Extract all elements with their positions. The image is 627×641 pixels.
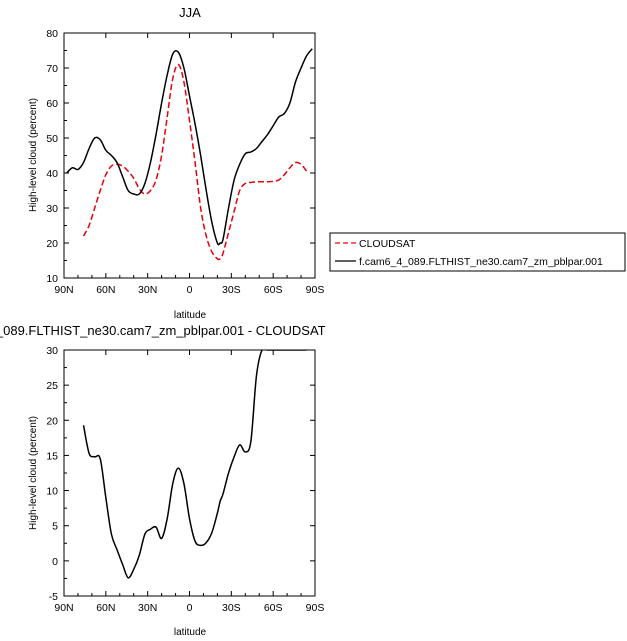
top-chart-y-tick-label: 30 (46, 203, 58, 215)
bottom-chart-y-axis-label: High-level cloud (percent) (28, 416, 39, 530)
bottom-chart-series-line-difference (82, 350, 307, 579)
bottom-chart-x-tick-label: 90N (54, 602, 73, 614)
bottom-chart-y-tick-label: 10 (46, 486, 58, 498)
top-chart-x-tick-label: 30N (138, 284, 157, 296)
legend-label-model: f.cam6_4_089.FLTHIST_ne30.cam7_zm_pblpar… (359, 256, 603, 268)
bottom-chart-y-tick-label: 15 (46, 450, 58, 462)
bottom-chart-x-tick-label: 60N (96, 602, 115, 614)
top-chart-y-tick-label: 50 (46, 133, 58, 145)
bottom-chart-x-tick-label: 30S (222, 602, 241, 614)
top-chart-x-tick-label: 0 (187, 284, 193, 296)
bottom-chart-x-tick-label: 60S (264, 602, 283, 614)
bottom-chart-x-axis-label: latitude (174, 627, 207, 638)
top-chart-series-line-cloudsat (82, 63, 308, 261)
top-chart-panel: JJA High-level cloud (percent) latitude … (28, 5, 324, 321)
top-chart-x-tick-label: 60S (264, 284, 283, 296)
top-chart-x-tick-label: 90N (54, 284, 73, 296)
top-chart-x-axis-label: latitude (174, 310, 207, 321)
bottom-chart-x-tick-label: 90S (306, 602, 325, 614)
bottom-chart-y-tick-label: 20 (46, 415, 58, 427)
bottom-chart-y-tick-label: 5 (52, 521, 58, 533)
top-chart-x-tick-label: 60N (96, 284, 115, 296)
legend-label-cloudsat: CLOUDSAT (359, 238, 416, 250)
bottom-chart-y-tick-label: 30 (46, 345, 58, 357)
bottom-chart-x-tick-label: 0 (187, 602, 193, 614)
bottom-chart-x-tick-label: 30N (138, 602, 157, 614)
top-chart-y-axis-label: High-level cloud (percent) (28, 98, 39, 212)
top-chart-series-line-model (66, 48, 313, 246)
top-chart-legend: CLOUDSAT f.cam6_4_089.FLTHIST_ne30.cam7_… (329, 232, 626, 272)
top-chart-x-tick-label: 90S (306, 284, 325, 296)
legend-frame (329, 232, 626, 272)
top-chart-y-tick-label: 70 (46, 63, 58, 75)
bottom-chart-panel: f.cam6_4_089.FLTHIST_ne30.cam7_zm_pblpar… (0, 323, 326, 638)
top-chart-y-tick-label: 80 (46, 28, 58, 40)
top-chart-y-tick-label: 20 (46, 238, 58, 250)
top-chart-plot-frame (63, 32, 316, 279)
bottom-chart-y-tick-label: 0 (52, 556, 58, 568)
top-chart-x-tick-label: 30S (222, 284, 241, 296)
top-chart-title: JJA (179, 5, 201, 20)
bottom-chart-y-tick-label: -5 (49, 591, 58, 603)
top-chart-y-tick-label: 40 (46, 168, 58, 180)
bottom-chart-y-tick-label: 25 (46, 380, 58, 392)
top-chart-y-tick-label: 60 (46, 98, 58, 110)
bottom-chart-title: f.cam6_4_089.FLTHIST_ne30.cam7_zm_pblpar… (0, 323, 326, 338)
bottom-chart-plot-frame (63, 349, 316, 597)
top-chart-y-tick-label: 10 (46, 273, 58, 285)
